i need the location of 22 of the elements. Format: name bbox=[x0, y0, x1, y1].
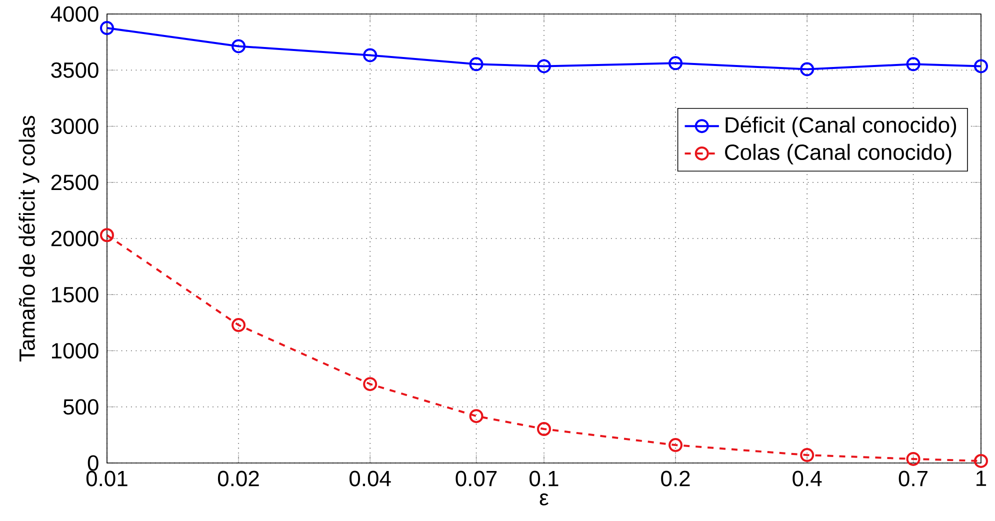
y-tick-label: 500 bbox=[63, 399, 98, 415]
y-tick-label: 2500 bbox=[51, 174, 98, 190]
x-tick-label: 0.04 bbox=[350, 470, 391, 486]
x-tick-label: 0.7 bbox=[898, 470, 928, 486]
legend-label: Déficit (Canal conocido) bbox=[726, 116, 956, 138]
y-tick-label: 1000 bbox=[52, 342, 98, 359]
x-tick-label: 0.02 bbox=[218, 470, 259, 486]
x-tick-label: 1 bbox=[976, 470, 986, 486]
x-tick-label: 0.2 bbox=[661, 470, 690, 486]
y-tick-label: 1500 bbox=[52, 286, 98, 302]
legend-label: Colas (Canal conocido) bbox=[725, 144, 952, 164]
x-axis-title: ε bbox=[540, 493, 548, 506]
x-tick-label: 0.01 bbox=[86, 470, 128, 486]
y-tick-label: 2000 bbox=[51, 230, 98, 246]
y-tick-label: 0 bbox=[88, 455, 98, 471]
x-tick-label: 0.1 bbox=[530, 470, 558, 486]
y-axis-title: Tamaño de déficit y colas bbox=[18, 116, 40, 362]
x-tick-label: 0.4 bbox=[792, 470, 822, 486]
y-tick-label: 3500 bbox=[51, 62, 98, 78]
y-tick-label: 3000 bbox=[51, 118, 98, 134]
y-tick-label: 4000 bbox=[50, 6, 98, 22]
x-tick-label: 0.07 bbox=[456, 470, 497, 486]
